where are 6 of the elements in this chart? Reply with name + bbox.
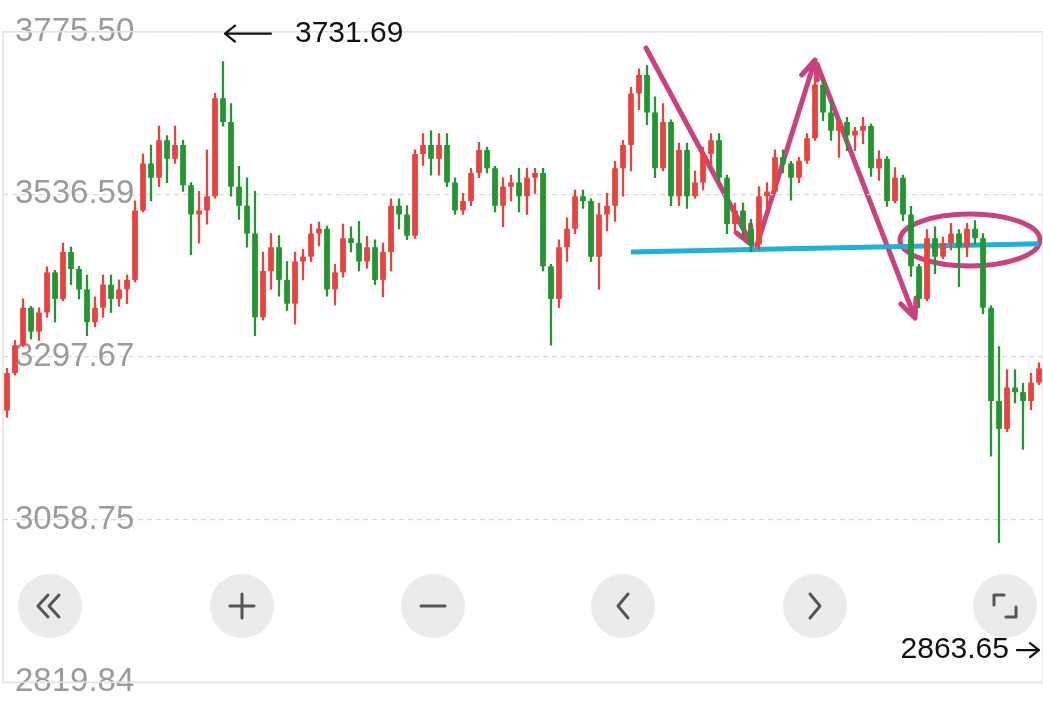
y-tick-label: 2819.84	[15, 661, 135, 699]
y-tick-label: 3536.59	[15, 173, 135, 211]
y-tick-label: 3058.75	[15, 498, 135, 536]
annotation: 3731.69	[295, 14, 404, 48]
annotation: 2863.65	[900, 631, 1009, 665]
y-tick-label: 3775.50	[15, 10, 135, 48]
